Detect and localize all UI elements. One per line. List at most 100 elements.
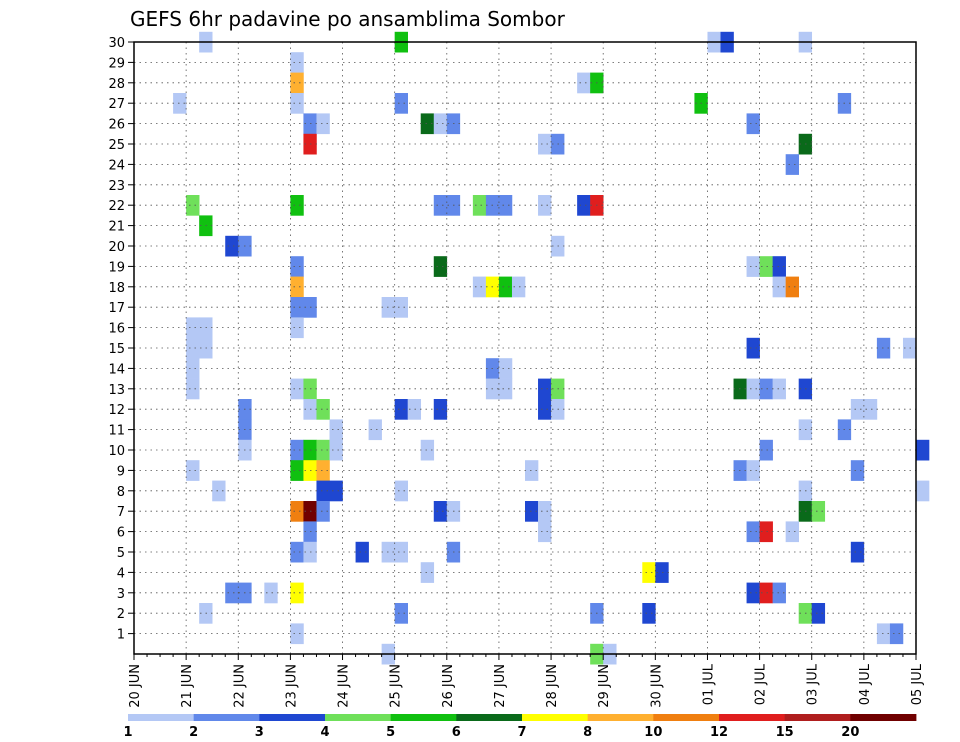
precip-cell <box>538 399 552 420</box>
y-tick-label: 21 <box>108 220 125 235</box>
x-tick-label: 03 JUL <box>806 663 821 705</box>
x-tick-label: 01 JUL <box>701 663 716 705</box>
x-tick-label: 05 JUL <box>910 663 925 705</box>
precip-cell <box>394 603 408 624</box>
precip-cell <box>642 562 656 583</box>
precip-cell <box>772 582 786 604</box>
precip-cell <box>746 460 760 481</box>
precip-cell <box>394 297 408 318</box>
precip-cell <box>655 562 669 583</box>
colorbar-label: 5 <box>386 725 395 740</box>
precip-cell <box>186 195 200 216</box>
precip-cell <box>433 113 448 135</box>
x-tick-label: 29 JUN <box>597 664 612 708</box>
x-tick-label: 30 JUN <box>649 664 664 708</box>
precip-cell <box>538 133 552 155</box>
colorbar-swatch <box>587 714 654 721</box>
precip-cell <box>290 72 304 94</box>
colorbar-swatch <box>719 714 786 721</box>
precip-cell <box>759 582 773 604</box>
y-tick-label: 10 <box>108 444 125 459</box>
x-tick-label: 22 JUN <box>232 664 247 708</box>
precip-cell <box>876 623 891 645</box>
precip-cell <box>355 541 369 563</box>
precip-cell <box>316 460 330 481</box>
y-tick-label: 9 <box>117 464 125 479</box>
x-tick-label: 23 JUN <box>284 664 299 708</box>
precip-cell <box>420 439 435 461</box>
precip-cell <box>433 501 448 522</box>
colorbar-label: 4 <box>320 725 329 740</box>
colorbar-label: 6 <box>452 725 461 740</box>
colorbar-swatch <box>784 714 851 721</box>
precip-cell <box>785 521 799 543</box>
precip-cell <box>538 195 552 216</box>
colorbar-swatch <box>653 714 720 721</box>
y-tick-label: 7 <box>117 505 125 520</box>
precip-cell <box>420 562 435 583</box>
x-tick-label: 24 JUN <box>337 664 352 708</box>
y-tick-label: 30 <box>108 36 125 51</box>
y-tick-label: 27 <box>108 97 125 112</box>
precip-cell <box>759 256 773 277</box>
y-tick-label: 4 <box>117 566 125 581</box>
precip-cell <box>290 378 304 400</box>
precip-cell <box>290 256 304 277</box>
colorbar-label: 10 <box>644 725 662 740</box>
precip-cell <box>472 195 487 216</box>
x-tick-label: 21 JUN <box>180 664 195 708</box>
precip-cell <box>290 439 304 461</box>
precip-cell <box>329 419 343 441</box>
precip-cell <box>759 378 773 400</box>
colorbar-label: 20 <box>841 725 859 740</box>
precip-cell <box>746 521 760 543</box>
colorbar-label: 8 <box>583 725 592 740</box>
precip-cell <box>186 337 200 359</box>
x-tick-label: 20 JUN <box>128 664 143 708</box>
y-tick-label: 12 <box>108 403 125 418</box>
y-tick-label: 17 <box>108 301 125 316</box>
precip-cell <box>316 480 330 502</box>
x-tick-label: 27 JUN <box>493 664 508 708</box>
colorbar-label: 1 <box>123 725 132 740</box>
precip-cell <box>772 256 786 277</box>
colorbar-swatch <box>456 714 523 721</box>
precip-cell <box>472 276 487 298</box>
precip-cell <box>290 297 304 318</box>
precip-cell <box>329 439 343 461</box>
y-tick-label: 14 <box>108 362 125 377</box>
precip-cell <box>290 317 304 339</box>
precip-cell <box>173 93 187 114</box>
precip-cell <box>290 195 304 216</box>
precip-cell <box>525 501 539 522</box>
precip-cell <box>525 460 539 481</box>
precip-cell <box>316 439 330 461</box>
precip-cell <box>511 276 526 298</box>
precip-cell <box>186 358 200 379</box>
precip-cell <box>290 460 304 481</box>
y-tick-label: 23 <box>108 179 125 194</box>
precip-cell <box>538 501 552 522</box>
precip-cell <box>290 52 304 73</box>
y-tick-label: 5 <box>117 546 125 561</box>
y-tick-label: 16 <box>108 322 125 337</box>
colorbar-swatch <box>390 714 457 721</box>
colorbar-swatch <box>128 714 195 721</box>
colorbar-swatch <box>193 714 260 721</box>
precip-cell <box>759 439 773 461</box>
precip-cell <box>433 399 448 420</box>
precip-cell <box>811 501 826 522</box>
precip-cell <box>538 521 552 543</box>
colorbar-label: 12 <box>710 725 728 740</box>
precip-cell <box>394 399 408 420</box>
precip-cell <box>316 113 330 135</box>
colorbar-label: 2 <box>189 725 198 740</box>
precip-cell <box>746 337 760 359</box>
x-tick-label: 28 JUN <box>545 664 560 708</box>
precip-cell <box>290 623 304 645</box>
precip-cell <box>420 113 435 135</box>
precip-cell <box>394 541 408 563</box>
cells-layer <box>173 31 930 665</box>
precip-cell <box>394 93 408 114</box>
